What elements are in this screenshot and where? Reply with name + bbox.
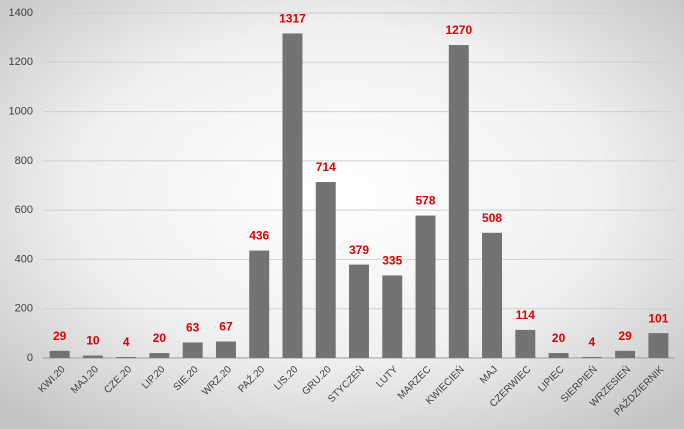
y-tick-label: 400 <box>15 253 33 265</box>
bar <box>515 329 536 358</box>
y-tick-label: 1000 <box>9 105 33 117</box>
bar <box>349 264 369 358</box>
bar <box>49 350 70 358</box>
value-label: 63 <box>186 321 200 335</box>
bar <box>581 357 602 358</box>
bar <box>116 357 137 358</box>
bar <box>382 275 403 358</box>
bar <box>548 353 569 358</box>
y-tick-label: 0 <box>27 352 33 364</box>
bar <box>215 341 236 358</box>
y-tick-label: 1400 <box>9 7 33 19</box>
y-tick-label: 1200 <box>9 56 33 68</box>
bar <box>182 342 203 358</box>
value-label: 20 <box>153 331 167 345</box>
bar <box>282 33 303 358</box>
value-label: 1317 <box>279 12 306 26</box>
value-label: 578 <box>416 194 436 208</box>
bar <box>149 353 170 358</box>
value-label: 67 <box>219 320 233 334</box>
bar <box>448 45 469 359</box>
value-label: 114 <box>516 308 536 322</box>
y-tick-label: 800 <box>15 155 33 167</box>
value-label: 335 <box>382 254 402 268</box>
bar <box>415 215 436 358</box>
value-label: 10 <box>86 334 100 348</box>
value-label: 101 <box>648 311 668 325</box>
y-tick-label: 600 <box>15 204 33 216</box>
bar <box>615 350 636 358</box>
y-tick-label: 200 <box>15 303 33 315</box>
bar <box>482 232 503 358</box>
value-label: 29 <box>618 329 632 343</box>
bar <box>82 355 103 358</box>
value-label: 4 <box>123 335 130 349</box>
value-label: 20 <box>552 331 566 345</box>
value-label: 714 <box>316 160 336 174</box>
bar <box>648 333 669 358</box>
value-label: 1270 <box>445 23 472 37</box>
value-label: 4 <box>588 335 595 349</box>
bar <box>249 250 270 358</box>
value-label: 508 <box>482 211 502 225</box>
bar <box>315 182 336 358</box>
value-label: 436 <box>249 229 269 243</box>
value-label: 29 <box>53 329 67 343</box>
value-label: 379 <box>349 243 369 257</box>
